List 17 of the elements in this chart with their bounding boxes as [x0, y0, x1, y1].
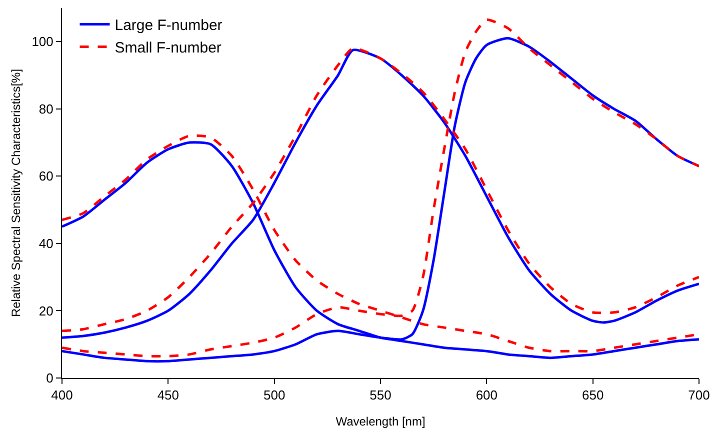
- y-tick-label: 80: [38, 101, 54, 116]
- x-tick-label: 400: [51, 388, 73, 403]
- y-tick-label: 100: [32, 34, 54, 50]
- x-tick-label: 650: [582, 388, 604, 403]
- y-tick-label: 0: [46, 370, 54, 386]
- x-axis-title: Wavelength [nm]: [336, 414, 426, 428]
- y-tick-label: 60: [38, 168, 54, 184]
- y-tick-label: 40: [38, 236, 54, 251]
- legend-label: Small F-number: [114, 40, 222, 57]
- x-tick-label: 450: [157, 388, 180, 403]
- legend-label: Large F-number: [114, 17, 222, 34]
- x-tick-label: 700: [688, 388, 710, 403]
- y-axis-title: Relative Spectral Sensitivity Characteristics[%]: [8, 68, 23, 318]
- x-tick-label: 600: [476, 388, 498, 403]
- x-tick-label: 550: [370, 388, 392, 403]
- y-tick-label: 20: [38, 303, 54, 318]
- x-tick-label: 500: [263, 388, 286, 403]
